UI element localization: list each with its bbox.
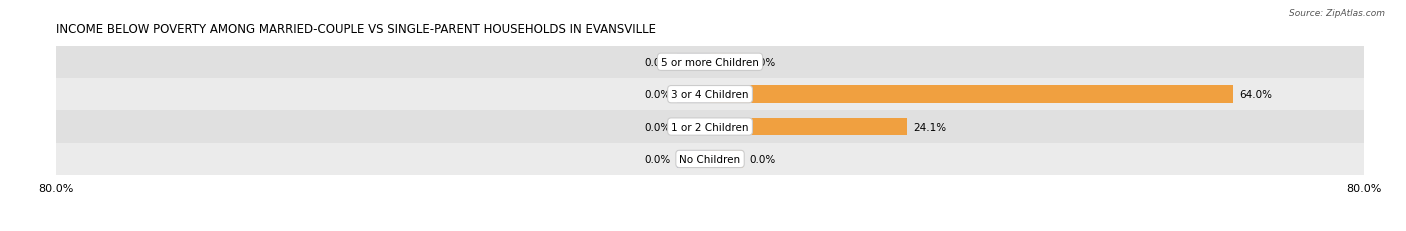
Bar — [56, 79, 1364, 111]
Text: 0.0%: 0.0% — [644, 154, 671, 164]
Text: 0.0%: 0.0% — [749, 58, 776, 67]
Text: 0.0%: 0.0% — [644, 58, 671, 67]
Bar — [678, 54, 710, 71]
Text: 0.0%: 0.0% — [644, 90, 671, 100]
Text: 24.1%: 24.1% — [914, 122, 946, 132]
Bar — [710, 150, 742, 168]
Text: 64.0%: 64.0% — [1240, 90, 1272, 100]
Text: 1 or 2 Children: 1 or 2 Children — [671, 122, 749, 132]
Bar — [710, 86, 1233, 104]
Text: Source: ZipAtlas.com: Source: ZipAtlas.com — [1289, 9, 1385, 18]
Bar — [678, 86, 710, 104]
Bar — [56, 111, 1364, 143]
Bar — [710, 118, 907, 136]
Bar — [56, 143, 1364, 175]
Text: 0.0%: 0.0% — [644, 122, 671, 132]
Bar — [678, 150, 710, 168]
Text: 3 or 4 Children: 3 or 4 Children — [671, 90, 749, 100]
Bar — [56, 46, 1364, 79]
Bar — [710, 54, 742, 71]
Bar — [678, 118, 710, 136]
Text: 5 or more Children: 5 or more Children — [661, 58, 759, 67]
Text: INCOME BELOW POVERTY AMONG MARRIED-COUPLE VS SINGLE-PARENT HOUSEHOLDS IN EVANSVI: INCOME BELOW POVERTY AMONG MARRIED-COUPL… — [56, 23, 657, 36]
Text: 0.0%: 0.0% — [749, 154, 776, 164]
Text: No Children: No Children — [679, 154, 741, 164]
